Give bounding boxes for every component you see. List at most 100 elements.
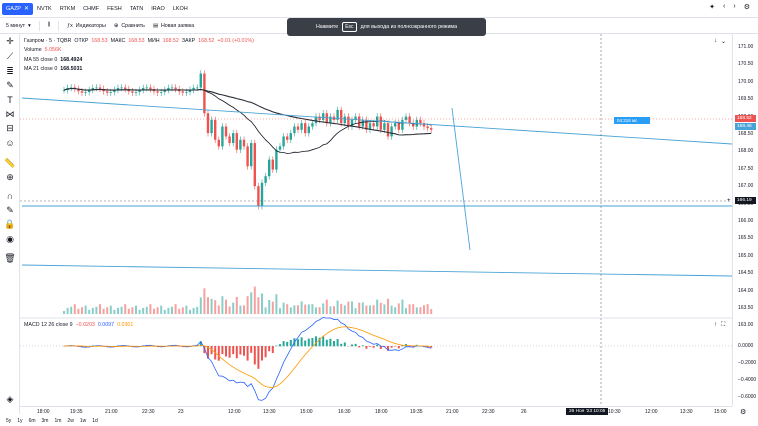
- maximize-icon[interactable]: ⛶: [721, 322, 726, 328]
- trendline-icon[interactable]: ⟋: [6, 51, 14, 61]
- candle-body: [185, 91, 188, 93]
- ruler-icon[interactable]: 📏: [4, 158, 16, 168]
- settings-icon[interactable]: ⚙: [743, 4, 750, 11]
- crosshair-icon[interactable]: ✛: [6, 36, 14, 46]
- macd-bar: [282, 341, 285, 347]
- candle-body: [275, 149, 278, 170]
- symbol-tab-gazp[interactable]: GAZP ✕: [2, 2, 34, 15]
- macd-tick: −0.2000: [738, 360, 757, 366]
- brush-icon[interactable]: ✎: [6, 80, 14, 90]
- fib-icon[interactable]: ≣: [6, 66, 14, 76]
- candle-body: [232, 133, 235, 144]
- candle-body: [329, 116, 332, 124]
- toast-text: Нажмите: [315, 24, 339, 30]
- symbol-tab-rtkm[interactable]: RTKM: [59, 5, 76, 12]
- candle-body: [160, 92, 163, 93]
- candle-body: [390, 126, 393, 137]
- volume-bar: [279, 308, 281, 314]
- macd-bar: [275, 345, 278, 347]
- lock-icon[interactable]: 🔒: [4, 219, 16, 229]
- time-tick: 18:00: [37, 409, 50, 415]
- trend-line[interactable]: [21, 97, 732, 145]
- price-chart[interactable]: [20, 34, 732, 406]
- close-icon[interactable]: ✕: [23, 6, 30, 12]
- zoom-icon[interactable]: ⊕: [6, 172, 14, 182]
- eye-icon[interactable]: ◉: [6, 234, 14, 244]
- volume-bar: [315, 307, 317, 314]
- volume-bar: [394, 307, 397, 314]
- candle-body: [271, 159, 274, 170]
- range-button-5y[interactable]: 5y: [6, 418, 12, 424]
- range-button-3m[interactable]: 3m: [41, 418, 49, 424]
- symbol-tab-tatn[interactable]: TATN: [129, 5, 144, 12]
- range-button-1y[interactable]: 1y: [17, 418, 23, 424]
- symbol-tab-irao[interactable]: IRAO: [151, 5, 165, 12]
- chart-type-button[interactable]: ⫼: [48, 22, 50, 29]
- interval-select[interactable]: 5 минут ▾: [6, 23, 31, 29]
- text-icon[interactable]: T: [7, 95, 13, 105]
- volume-bar: [199, 297, 202, 314]
- candle-body: [113, 89, 116, 93]
- range-button-1d[interactable]: 1d: [92, 418, 98, 424]
- range-button-6m[interactable]: 6m: [28, 418, 36, 424]
- macd-bar: [376, 344, 379, 347]
- macd-bar: [257, 346, 260, 369]
- macd-tick: 0.0000: [738, 343, 754, 349]
- symbol-tab-nvtk[interactable]: NVTK: [37, 5, 52, 12]
- range-button-1w[interactable]: 1w: [79, 418, 87, 424]
- time-axis[interactable]: [20, 406, 732, 416]
- volume-bar: [372, 305, 375, 314]
- time-tick: 16:30: [338, 409, 351, 415]
- range-button-2w[interactable]: 2w: [67, 418, 74, 424]
- volume-bar: [171, 306, 173, 314]
- collapse-icon[interactable]: ⌄: [721, 39, 727, 45]
- pattern-icon[interactable]: ⋈: [5, 109, 15, 119]
- compare-button[interactable]: ⊕ Сравнить: [114, 23, 145, 29]
- indicators-button[interactable]: ƒx Индикаторы: [67, 23, 106, 29]
- trash-icon[interactable]: 🗑: [4, 253, 16, 263]
- symbol-tab-fesh[interactable]: FESH: [107, 5, 122, 12]
- candle-body: [336, 109, 339, 120]
- esc-key: Esc: [342, 22, 357, 32]
- volume-bar: [257, 297, 260, 314]
- chevron-left-icon[interactable]: ‹: [723, 3, 726, 10]
- trend-line[interactable]: [451, 107, 471, 251]
- macd-bar: [246, 346, 249, 361]
- forecast-icon[interactable]: ⊟: [6, 123, 14, 133]
- range-button-1m[interactable]: 1m: [54, 418, 62, 424]
- macd-bar: [279, 344, 281, 347]
- new-order-button[interactable]: ▤ Новая заявка: [153, 23, 194, 29]
- arrow-up-icon[interactable]: ↑: [714, 322, 717, 328]
- settings-icon[interactable]: ⚙: [740, 409, 747, 416]
- plus-icon[interactable]: +: [727, 198, 731, 204]
- volume-bar: [221, 296, 224, 314]
- volume-bar: [225, 299, 227, 314]
- symbol-tab-chmf[interactable]: CHMF: [83, 5, 100, 12]
- volume-bar: [142, 307, 145, 314]
- emoji-icon[interactable]: ☺: [5, 138, 15, 148]
- macd-bar: [207, 346, 209, 359]
- price-tick: 167.00: [738, 183, 754, 190]
- layers-icon[interactable]: ◈: [6, 394, 14, 404]
- arrow-down-icon[interactable]: ↓: [714, 38, 717, 44]
- candle-body: [98, 87, 102, 89]
- macd-bar: [333, 341, 335, 347]
- lock-draw-icon[interactable]: ✎: [6, 205, 14, 215]
- chevron-right-icon[interactable]: ›: [733, 3, 736, 10]
- last-price-label: 168.52: [735, 115, 756, 122]
- add-symbol-icon[interactable]: ✦: [709, 4, 716, 11]
- price-tick: 170.50: [738, 61, 754, 68]
- volume-bar: [243, 305, 245, 314]
- candle-body: [224, 126, 228, 137]
- magnet-icon[interactable]: ∩: [6, 191, 14, 201]
- candle-body: [358, 116, 361, 127]
- macd-bar: [351, 344, 353, 347]
- compare-label: Сравнить: [121, 22, 145, 29]
- candle-body: [419, 119, 422, 124]
- macd-bar: [203, 346, 206, 354]
- volume-bar: [271, 301, 274, 314]
- symbol-tab-lkoh[interactable]: LKOH: [172, 5, 188, 12]
- macd-value: 0.0097: [97, 322, 115, 328]
- candle-body: [379, 116, 382, 130]
- trend-line[interactable]: [21, 264, 732, 277]
